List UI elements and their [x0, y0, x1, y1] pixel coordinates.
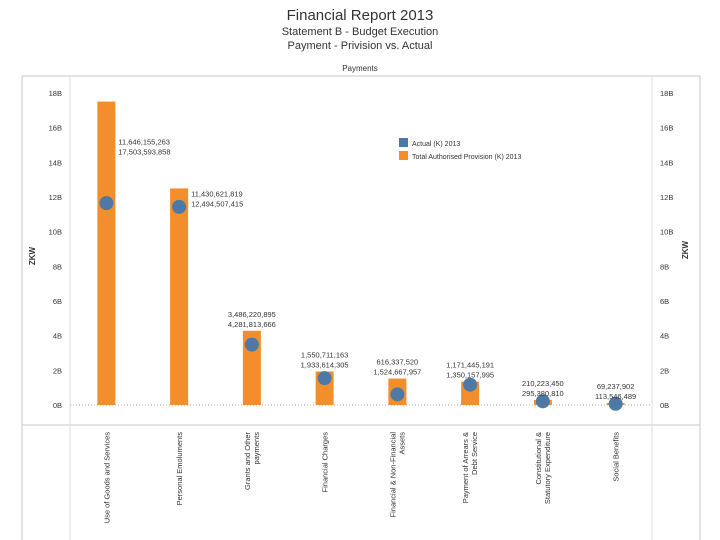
data-label-provision: 17,503,593,858	[118, 148, 170, 157]
category-label-line: Personal Emoluments	[175, 432, 184, 506]
data-label-actual: 616,337,520	[377, 358, 419, 367]
point-actual	[390, 387, 405, 402]
data-label-actual: 11,646,155,263	[118, 138, 170, 147]
y-tick-left: 4B	[53, 332, 62, 341]
legend-swatch-provision	[399, 151, 408, 160]
y-tick-right: 0B	[660, 401, 669, 410]
data-label-provision: 1,933,614,305	[301, 360, 349, 369]
category-label-line: Use of Goods and Services	[102, 432, 111, 524]
y-axis-title-right: ZKW	[681, 240, 690, 259]
data-label-provision: 1,524,667,957	[373, 368, 421, 377]
plot-frame	[21, 75, 701, 426]
data-label-provision: 12,494,507,415	[191, 199, 243, 208]
y-tick-left: 18B	[49, 89, 62, 98]
category-label-line: Statutory Expenditure	[543, 432, 552, 504]
data-label-actual: 3,486,220,895	[228, 310, 276, 319]
bar-provision	[97, 101, 116, 405]
bar-provision	[170, 188, 189, 405]
y-tick-right: 14B	[660, 158, 673, 167]
data-label-actual: 69,237,902	[597, 382, 635, 391]
y-tick-left: 12B	[49, 193, 62, 202]
category-label-line: Grants and Other	[243, 432, 252, 490]
data-label-provision: 1,350,157,995	[446, 371, 494, 380]
y-tick-left: 2B	[53, 366, 62, 375]
y-tick-right: 10B	[660, 228, 673, 237]
category-label: Financial Charges	[321, 432, 330, 493]
point-actual	[172, 199, 187, 214]
y-tick-right: 16B	[660, 124, 673, 133]
point-actual	[99, 196, 114, 211]
point-actual	[535, 394, 550, 409]
y-tick-left: 6B	[53, 297, 62, 306]
data-label-provision: 113,546,489	[595, 392, 636, 401]
category-label: Social Benefits	[612, 432, 621, 482]
category-label-line: Debt Service	[470, 432, 479, 475]
point-actual	[608, 396, 623, 411]
category-label: Grants and Otherpayments	[243, 432, 261, 490]
category-label: Personal Emoluments	[175, 432, 184, 506]
y-tick-left: 10B	[49, 228, 62, 237]
y-tick-left: 16B	[49, 124, 62, 133]
y-tick-right: 6B	[660, 297, 669, 306]
chart-title: Payments	[342, 64, 378, 73]
category-label: Constitutional &Statutory Expenditure	[534, 432, 552, 504]
y-tick-left: 0B	[53, 401, 62, 410]
category-label-line: payments	[252, 432, 261, 465]
report-subtitle-statement: Statement B - Budget Execution	[281, 26, 439, 38]
y-tick-left: 8B	[53, 262, 62, 271]
category-label-line: Constitutional &	[534, 432, 543, 485]
report-title: Financial Report 2013	[286, 7, 434, 24]
category-label-line: Financial Charges	[321, 432, 330, 493]
category-label-line: Payment of Arrears &	[461, 432, 470, 503]
legend-label-actual: Actual (K) 2013	[412, 141, 460, 148]
point-actual	[317, 371, 332, 386]
category-label: Payment of Arrears &Debt Service	[461, 432, 479, 503]
report-titles: Financial Report 2013 Statement B - Budg…	[0, 6, 720, 53]
category-label-line: Financial & Non-Financial	[388, 432, 397, 518]
data-label-actual: 1,550,711,163	[301, 350, 348, 359]
legend-label-provision: Total Authorised Provision (K) 2013	[412, 154, 521, 161]
category-label: Financial & Non-FinancialAssets	[388, 432, 406, 518]
y-axis-title-left: ZKW	[28, 246, 37, 265]
data-label-actual: 11,430,621,819	[191, 189, 243, 198]
point-actual	[463, 377, 478, 392]
category-label-line: Social Benefits	[612, 432, 621, 482]
y-tick-right: 8B	[660, 262, 669, 271]
category-label: Use of Goods and Services	[102, 432, 111, 524]
y-tick-right: 4B	[660, 332, 669, 341]
legend-swatch-actual	[399, 138, 408, 147]
report-subtitle-payment: Payment - Privision vs. Actual	[287, 40, 433, 52]
data-label-actual: 210,223,450	[522, 379, 564, 388]
data-label-actual: 1,171,445,191	[446, 361, 494, 370]
y-tick-left: 14B	[49, 158, 62, 167]
y-tick-right: 2B	[660, 366, 669, 375]
y-tick-right: 12B	[660, 193, 673, 202]
data-label-provision: 295,380,810	[522, 389, 564, 398]
category-label-line: Assets	[397, 432, 406, 455]
point-actual	[244, 337, 259, 352]
y-tick-right: 18B	[660, 89, 673, 98]
data-label-provision: 4,281,813,666	[228, 320, 276, 329]
